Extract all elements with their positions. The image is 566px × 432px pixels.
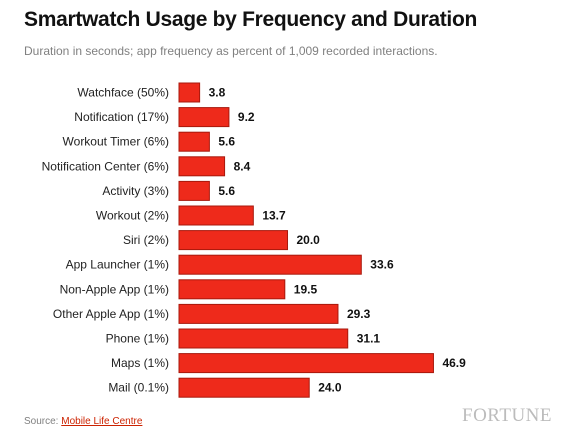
value-label: 9.2 [238,110,255,124]
bar [178,279,286,300]
value-label: 33.6 [370,258,394,272]
bar-chart: Watchface (50%) 3.8 Notification (17%) 9.2 W… [42,82,466,398]
value-label: 5.6 [218,184,235,198]
category-label: Other Apple App (1%) [53,307,169,321]
value-label: 46.9 [442,356,466,370]
chart-title: Smartwatch Usage by Frequency and Durati… [24,8,478,31]
bar [178,377,310,398]
category-label: Notification (17%) [74,110,169,124]
bar [178,131,210,152]
category-label: Workout (2%) [96,209,169,223]
value-label: 24.0 [318,381,342,395]
chart-subtitle: Duration in seconds; app frequency as pe… [24,44,438,58]
bar [178,230,289,251]
category-label: Siri (2%) [123,233,169,247]
category-label: Mail (0.1%) [108,381,169,395]
source-note: Source: Mobile Life Centre [24,416,142,427]
bar [178,107,230,128]
source-label: Source: [24,416,59,427]
value-label: 8.4 [234,159,251,173]
bar [178,156,226,177]
value-label: 20.0 [297,233,321,247]
bar [178,82,201,103]
category-label: Workout Timer (6%) [63,135,169,149]
category-label: App Launcher (1%) [66,258,169,272]
value-label: 29.3 [347,307,371,321]
bar [178,303,339,324]
source-link[interactable]: Mobile Life Centre [61,416,143,427]
bar [178,328,349,349]
value-label: 3.8 [209,86,226,100]
value-label: 5.6 [218,135,235,149]
category-label: Maps (1%) [111,356,169,370]
category-label: Activity (3%) [102,184,169,198]
bar [178,205,254,226]
category-label: Non-Apple App (1%) [60,282,169,296]
value-label: 13.7 [262,209,286,223]
fortune-logo: FORTUNE [462,405,552,426]
value-label: 19.5 [294,282,318,296]
category-label: Notification Center (6%) [42,159,169,173]
category-label: Phone (1%) [106,332,169,346]
value-label: 31.1 [357,332,381,346]
bar [178,353,434,374]
bar [178,180,210,201]
category-label: Watchface (50%) [77,86,169,100]
bar [178,254,362,275]
